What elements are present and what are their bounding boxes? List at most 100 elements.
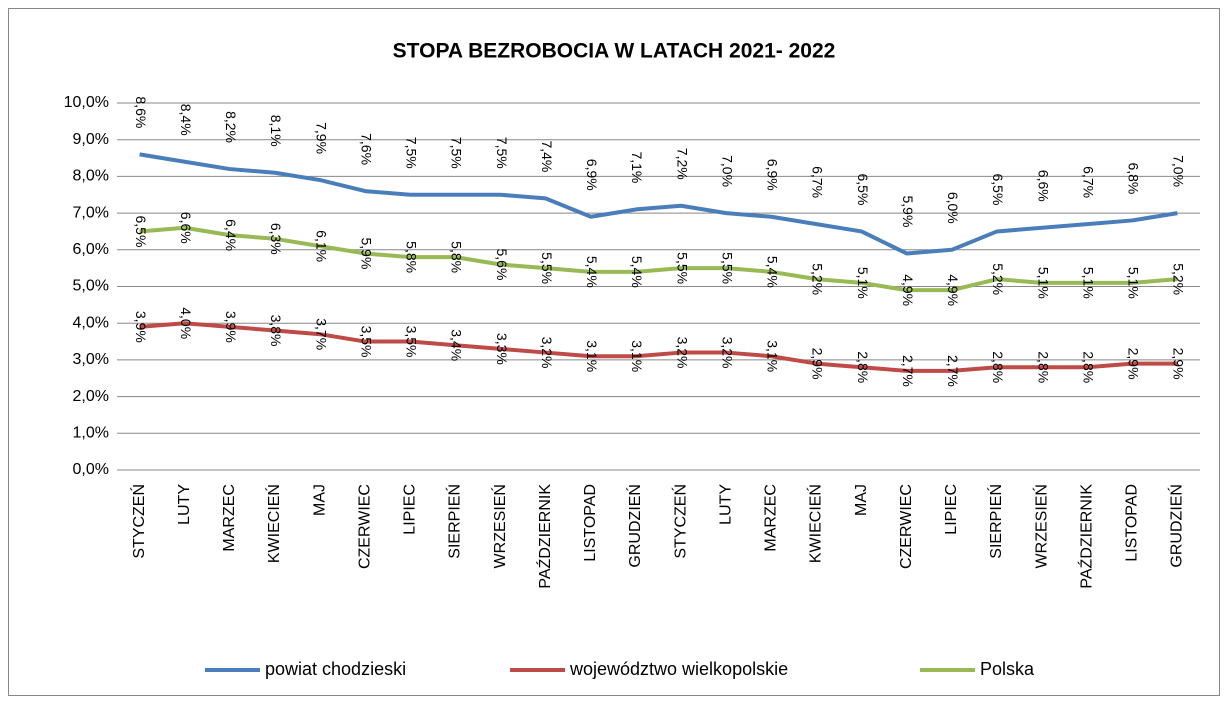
x-tick-label: MAJ (853, 484, 870, 516)
data-label: 7,4% (539, 140, 555, 172)
x-tick-label: LIPIEC (943, 484, 960, 535)
data-label: 2,8% (990, 351, 1006, 383)
y-tick-label: 6,0% (73, 241, 109, 258)
x-tick-label: STYCZEŃ (129, 484, 148, 559)
data-label: 5,1% (1126, 267, 1142, 299)
data-label: 5,5% (674, 252, 690, 284)
legend-label: powiat chodzieski (265, 659, 406, 679)
y-tick-label: 1,0% (73, 425, 109, 442)
data-label: 3,8% (268, 315, 284, 347)
data-label: 4,0% (178, 307, 194, 339)
data-label: 2,8% (1080, 351, 1096, 383)
data-label: 6,3% (268, 223, 284, 255)
data-label: 3,2% (719, 337, 735, 369)
data-label: 8,2% (223, 111, 239, 143)
data-label: 6,4% (223, 219, 239, 251)
data-label: 7,5% (494, 137, 510, 169)
data-label: 6,1% (313, 230, 329, 262)
data-label: 6,6% (178, 212, 194, 244)
data-label: 6,8% (1126, 162, 1142, 194)
data-label: 2,9% (1126, 348, 1142, 380)
data-label: 6,0% (945, 192, 961, 224)
data-label: 3,9% (223, 311, 239, 343)
data-label: 3,1% (629, 340, 645, 372)
x-tick-label: WRZESIEŃ (1031, 484, 1050, 568)
data-label: 5,1% (1035, 267, 1051, 299)
data-label: 5,2% (990, 263, 1006, 295)
data-label: 2,9% (1171, 348, 1187, 380)
x-tick-label: GRUDZIEŃ (1167, 484, 1186, 568)
data-label: 5,8% (449, 241, 465, 273)
data-label: 5,6% (494, 249, 510, 281)
data-label: 6,9% (584, 159, 600, 191)
data-label: 2,9% (810, 348, 826, 380)
x-tick-label: CZERWIEC (356, 484, 373, 569)
data-label: 6,5% (990, 173, 1006, 205)
data-label: 3,3% (494, 333, 510, 365)
x-tick-label: GRUDZIEŃ (625, 484, 644, 568)
legend-label: województwo wielkopolskie (569, 659, 788, 679)
y-tick-label: 7,0% (73, 204, 109, 221)
x-tick-label: KWIECIEŃ (806, 484, 825, 563)
data-label: 6,9% (765, 159, 781, 191)
data-label: 3,5% (358, 326, 374, 358)
x-tick-label: MARZEC (221, 484, 238, 552)
y-tick-label: 0,0% (73, 461, 109, 478)
data-label: 8,4% (178, 104, 194, 136)
data-label: 3,2% (539, 337, 555, 369)
x-tick-label: MARZEC (763, 484, 780, 552)
data-label: 5,4% (629, 256, 645, 288)
data-label: 5,9% (900, 196, 916, 228)
data-label: 6,6% (1035, 170, 1051, 202)
x-tick-label: LISTOPAD (1124, 484, 1141, 562)
data-label: 3,7% (313, 318, 329, 350)
data-label: 4,9% (900, 274, 916, 306)
chart-title: STOPA BEZROBOCIA W LATACH 2021- 2022 (393, 40, 836, 63)
data-label: 7,5% (404, 137, 420, 169)
data-label: 2,8% (1035, 351, 1051, 383)
data-label: 5,4% (765, 256, 781, 288)
x-tick-label: KWIECIEŃ (264, 484, 283, 563)
x-tick-label: CZERWIEC (898, 484, 915, 569)
y-tick-label: 4,0% (73, 314, 109, 331)
x-tick-label: SIERPIEŃ (445, 484, 464, 559)
y-tick-label: 10,0% (64, 94, 109, 111)
chart-frame (8, 8, 1220, 696)
legend-label: Polska (980, 659, 1035, 679)
data-label: 7,0% (719, 155, 735, 187)
data-label: 3,1% (584, 340, 600, 372)
data-label: 2,7% (945, 355, 961, 387)
data-label: 3,4% (449, 329, 465, 361)
data-label: 5,2% (1171, 263, 1187, 295)
data-label: 6,7% (810, 166, 826, 198)
data-label: 2,7% (900, 355, 916, 387)
data-label: 7,6% (358, 133, 374, 165)
data-label: 5,4% (584, 256, 600, 288)
x-tick-label: MAJ (311, 484, 328, 516)
data-label: 3,9% (133, 311, 149, 343)
data-label: 2,8% (855, 351, 871, 383)
x-tick-label: LUTY (176, 484, 193, 525)
x-tick-label: SIERPIEŃ (986, 484, 1005, 559)
data-label: 5,5% (719, 252, 735, 284)
data-label: 7,0% (1171, 155, 1187, 187)
data-label: 6,5% (855, 173, 871, 205)
y-tick-label: 2,0% (73, 388, 109, 405)
data-label: 8,1% (268, 115, 284, 147)
data-label: 5,8% (404, 241, 420, 273)
data-label: 3,2% (674, 337, 690, 369)
x-tick-label: STYCZEŃ (670, 484, 689, 559)
x-tick-label: PAŹDZIERNIK (535, 484, 554, 589)
data-label: 6,5% (133, 215, 149, 247)
data-label: 7,9% (313, 122, 329, 154)
data-label: 5,5% (539, 252, 555, 284)
data-label: 6,7% (1080, 166, 1096, 198)
data-label: 5,1% (855, 267, 871, 299)
data-label: 7,2% (674, 148, 690, 180)
data-label: 3,5% (404, 326, 420, 358)
x-tick-label: LISTOPAD (582, 484, 599, 562)
y-tick-label: 9,0% (73, 131, 109, 148)
data-label: 7,1% (629, 151, 645, 183)
data-label: 5,9% (358, 238, 374, 270)
